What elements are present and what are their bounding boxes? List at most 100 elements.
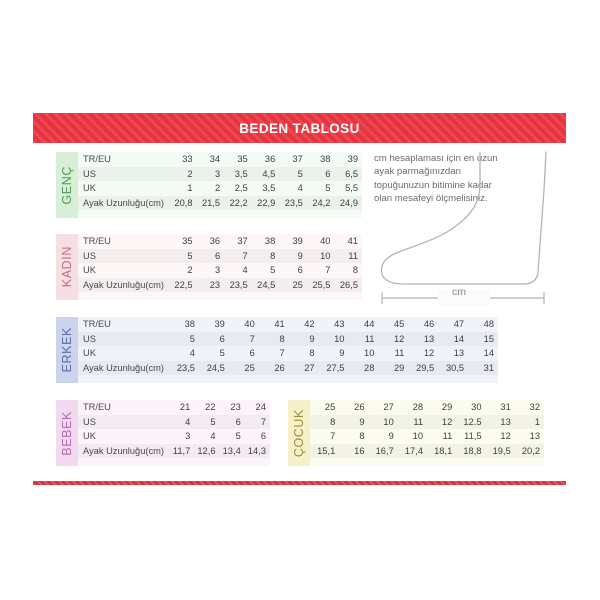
- table-cell: 46: [423, 319, 435, 330]
- table-cell: 36: [209, 236, 221, 247]
- table-cell: 15,1: [317, 445, 336, 456]
- table-cell: 11,5: [464, 431, 482, 442]
- table-cell: 24: [255, 402, 266, 413]
- table-cell: 38: [184, 319, 195, 330]
- table-cell: 24,9: [339, 197, 358, 208]
- size-table-erkek: ERKEK TR/EU 38 39 40 41 42 43 44 45 46 47 48 US 5 6 7 8 9…: [56, 317, 498, 383]
- table-cell: 11: [394, 348, 405, 359]
- table-cell: 24,2: [312, 197, 331, 208]
- table-cell: 43: [334, 319, 345, 330]
- table-cell: 40: [244, 319, 255, 330]
- table-row: 15,1 16 16,7 17,4 18,1 18,8 19,5 20,2: [310, 444, 544, 459]
- table-row: TR/EU 33 34 35 36 37 38 39: [78, 152, 362, 167]
- table-cell: 5,5: [345, 183, 358, 194]
- table-cell: 26,5: [339, 279, 358, 290]
- row-cells: 25 26 27 28 29 30 31 32: [310, 402, 544, 412]
- table-cell: 9: [309, 333, 315, 344]
- table-cell: 35: [182, 236, 193, 247]
- row-cells: 23,5 24,5 25 26 27 27,5 28 29 29,5 30,5 31: [169, 363, 498, 373]
- row-cells: 33 34 35 36 37 38 39: [169, 154, 362, 164]
- table-cell: 5: [270, 265, 276, 276]
- table-cell: 21: [179, 402, 191, 413]
- table-cell: 5: [219, 348, 225, 359]
- table-cell: 13: [529, 431, 540, 442]
- size-grid-kadin: TR/EU 35 36 37 38 39 40 41 US 5 6 7 8 9 10 11 UK 2 3 4 5 6 7 8 A…: [78, 234, 362, 300]
- size-grid-genc: TR/EU 33 34 35 36 37 38 39 US 2 3 3,5 4,5 5 6 6,5 UK 1 2 2,…: [78, 152, 362, 218]
- table-cell: 7: [260, 416, 266, 427]
- table-cell: 25: [244, 362, 255, 373]
- table-cell: 14: [453, 333, 465, 344]
- table-cell: 29: [441, 402, 453, 413]
- table-cell: 1: [187, 183, 193, 194]
- table-cell: 3: [185, 431, 191, 442]
- table-cell: 5: [187, 250, 193, 261]
- row-header: Ayak Uzunluğu(cm): [83, 197, 164, 208]
- table-row: 8 9 10 11 12 12.5 13 1: [310, 415, 544, 430]
- table-cell: 10: [334, 333, 345, 344]
- row-cells: 2 3 3,5 4,5 5 6 6,5: [169, 169, 362, 179]
- table-cell: 17,4: [404, 445, 423, 456]
- table-cell: 20,8: [174, 197, 193, 208]
- table-cell: 14,3: [247, 445, 266, 456]
- category-label-genc: GENÇ: [56, 152, 78, 218]
- row-header: TR/EU: [83, 236, 111, 247]
- table-row: TR/EU 38 39 40 41 42 43 44 45 46 47 48: [78, 317, 498, 332]
- row-cells: 8 9 10 11 12 12.5 13 1: [310, 417, 544, 427]
- table-cell: 9: [339, 348, 345, 359]
- table-cell: 15: [483, 333, 494, 344]
- category-label-cocuk-text: ÇOCUK: [292, 408, 306, 458]
- category-label-genc-text: GENÇ: [60, 165, 74, 205]
- table-cell: 12,6: [197, 445, 216, 456]
- size-grid-erkek: TR/EU 38 39 40 41 42 43 44 45 46 47 48 US 5 6 7 8 9 10 11 12…: [78, 317, 498, 383]
- foot-outline-icon: [380, 151, 547, 306]
- row-cells: 7 8 9 10 11 11,5 12 13: [310, 431, 544, 441]
- size-table-genc: GENÇ TR/EU 33 34 35 36 37 38 39 US 2 3 3,5 4,5 5 6 6,5 U…: [56, 152, 362, 218]
- table-cell: 23,5: [176, 362, 195, 373]
- table-cell: 11: [413, 416, 423, 427]
- table-cell: 35: [237, 154, 248, 165]
- table-cell: 4: [189, 348, 195, 359]
- table-row: UK 3 4 5 6: [78, 429, 270, 444]
- table-cell: 24,5: [206, 362, 225, 373]
- table-cell: 31: [500, 402, 511, 413]
- table-cell: 11: [364, 333, 375, 344]
- table-cell: 3: [214, 265, 221, 276]
- table-cell: 11: [442, 431, 453, 442]
- row-header: UK: [83, 183, 96, 194]
- table-cell: 29,5: [416, 362, 435, 373]
- size-grid-bebek: TR/EU 21 22 23 24 US 4 5 6 7 UK 3 4 5 6 Ayak Uzunluğu(c…: [78, 400, 270, 466]
- table-cell: 7: [330, 431, 336, 442]
- table-cell: 22,9: [257, 197, 276, 208]
- row-header: US: [83, 168, 96, 179]
- table-cell: 4: [242, 265, 248, 276]
- table-cell: 42: [304, 319, 315, 330]
- row-cells: 2 3 4 5 6 7 8: [169, 265, 362, 275]
- table-cell: 25: [292, 279, 303, 290]
- table-row: UK 2 3 4 5 6 7 8: [78, 263, 362, 278]
- row-header: UK: [83, 431, 96, 442]
- row-header: Ayak Uzunluğu(cm): [83, 445, 164, 456]
- table-cell: 39: [347, 154, 358, 165]
- table-cell: 8: [309, 348, 315, 359]
- table-cell: 23: [209, 279, 221, 290]
- category-label-erkek: ERKEK: [56, 317, 78, 383]
- category-label-bebek-text: BEBEK: [60, 410, 74, 456]
- table-row: Ayak Uzunluğu(cm) 22,5 23 23,5 24,5 25 25,5 26,…: [78, 278, 362, 293]
- table-cell: 27: [383, 402, 394, 413]
- table-cell: 21,5: [202, 197, 221, 208]
- table-cell: 8: [270, 250, 276, 261]
- table-cell: 31: [483, 362, 494, 373]
- table-cell: 12: [393, 333, 405, 344]
- table-cell: 3,5: [234, 168, 248, 179]
- table-cell: 30: [471, 402, 482, 413]
- row-cells: 22,5 23 23,5 24,5 25 25,5 26,5: [169, 280, 362, 290]
- table-cell: 28: [364, 362, 375, 373]
- table-cell: 10: [383, 416, 394, 427]
- category-label-kadin-text: KADIN: [60, 246, 74, 288]
- table-row: 25 26 27 28 29 30 31 32: [310, 400, 544, 415]
- table-cell: 29: [393, 362, 405, 373]
- table-cell: 12: [423, 348, 435, 359]
- table-cell: 22: [205, 402, 216, 413]
- row-header: Ayak Uzunluğu(cm): [83, 279, 164, 290]
